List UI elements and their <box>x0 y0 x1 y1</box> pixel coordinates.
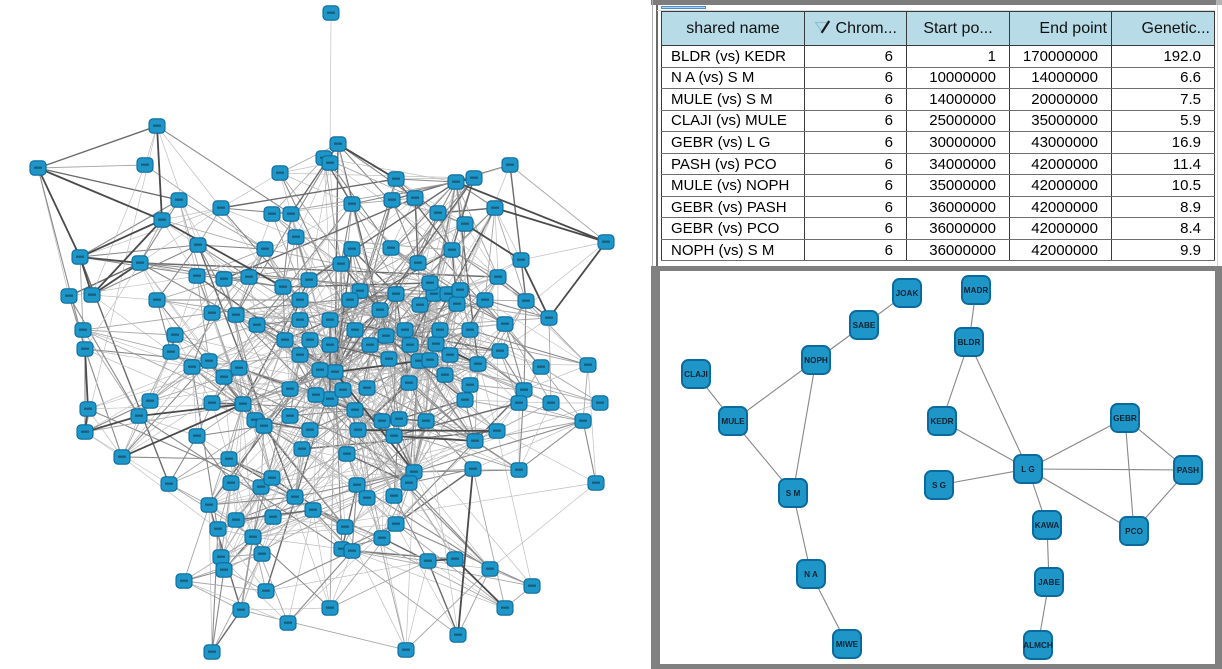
svg-text:JOAK: JOAK <box>896 289 919 298</box>
svg-text:SABE: SABE <box>853 321 876 330</box>
svg-text:S G: S G <box>932 481 946 490</box>
svg-text:PCO: PCO <box>1125 527 1143 536</box>
svg-text:GEBR: GEBR <box>1113 414 1137 423</box>
svg-text:CLAJI: CLAJI <box>684 370 708 379</box>
svg-text:KAWA: KAWA <box>1035 521 1060 530</box>
svg-text:BLDR: BLDR <box>958 338 981 347</box>
svg-text:S M: S M <box>786 489 801 498</box>
svg-text:L G: L G <box>1021 465 1035 474</box>
svg-text:KEDR: KEDR <box>930 417 953 426</box>
svg-text:N A: N A <box>804 570 818 579</box>
svg-text:MADR: MADR <box>964 286 989 295</box>
svg-text:MIWE: MIWE <box>836 640 859 649</box>
svg-text:NOPH: NOPH <box>804 356 828 365</box>
svg-text:PASH: PASH <box>1177 466 1199 475</box>
svg-text:MULE: MULE <box>721 417 745 426</box>
svg-text:ALMCH: ALMCH <box>1023 641 1053 650</box>
svg-text:JABE: JABE <box>1038 578 1060 587</box>
